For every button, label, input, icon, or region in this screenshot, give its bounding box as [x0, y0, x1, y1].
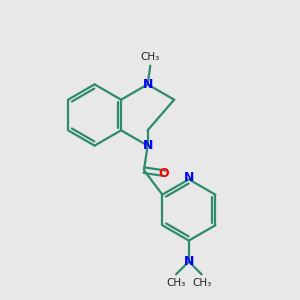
- Text: N: N: [184, 171, 194, 184]
- Text: CH₃: CH₃: [167, 278, 186, 288]
- Text: N: N: [142, 139, 153, 152]
- Text: O: O: [159, 167, 170, 180]
- Text: N: N: [142, 78, 153, 91]
- Text: CH₃: CH₃: [192, 278, 211, 288]
- Text: CH₃: CH₃: [141, 52, 160, 62]
- Text: N: N: [184, 255, 194, 268]
